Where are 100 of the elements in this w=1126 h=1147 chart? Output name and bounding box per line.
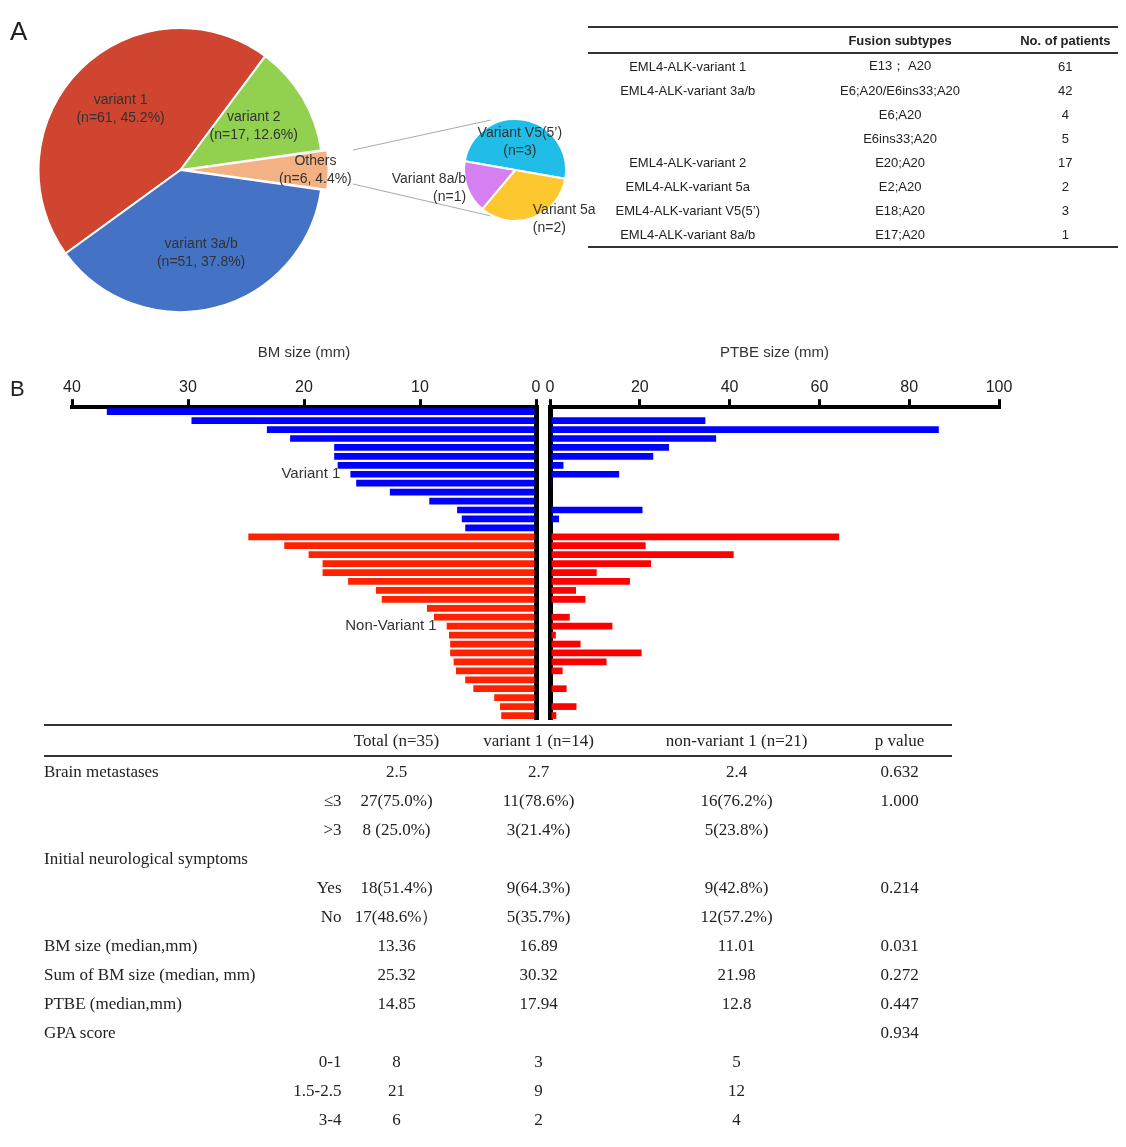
- text: 12(57.2%): [700, 906, 773, 926]
- text: E6;A20: [878, 106, 922, 122]
- text: Brain metastases: [44, 761, 159, 781]
- bar: [465, 676, 535, 684]
- text: 18(51.4%): [360, 877, 433, 897]
- bar: [551, 667, 563, 675]
- text: PTBE (median,mm): [44, 993, 182, 1013]
- bar: [461, 515, 535, 523]
- x-tick-label: 80: [900, 378, 919, 396]
- text: Yes: [316, 877, 342, 897]
- x-tick-label: 40: [720, 378, 739, 396]
- category-label: No. of patients: [1020, 32, 1111, 48]
- text: EML4-ALK-variant 1: [629, 58, 747, 74]
- bar: [551, 560, 652, 567]
- text: 4: [732, 1109, 741, 1129]
- text: 3(21.4%): [506, 819, 571, 839]
- text: 30.32: [519, 964, 558, 984]
- x-tick-label: 10: [411, 378, 429, 396]
- text: 11(78.6%): [502, 790, 575, 810]
- x-axis-title: BM size (mm): [257, 343, 351, 361]
- bar: [449, 631, 535, 639]
- bar: [334, 444, 535, 451]
- bar: [191, 417, 535, 424]
- category-label: Total (n=35): [353, 730, 440, 750]
- text: 8 (25.0%): [362, 819, 431, 839]
- text: Initial neurological symptoms: [44, 848, 248, 868]
- text: 14.85: [377, 993, 416, 1013]
- text: E18;A20: [875, 202, 926, 218]
- bar: [337, 461, 535, 469]
- data-label: (n=2): [532, 218, 566, 235]
- text: 17.94: [519, 993, 558, 1013]
- bar: [450, 640, 535, 648]
- slice-label: Variant 8a/b: [391, 169, 467, 186]
- bar: [551, 426, 939, 433]
- slice-label: variant 2: [226, 108, 281, 125]
- bar: [457, 506, 535, 514]
- text: BM size (median,mm): [44, 935, 198, 955]
- bar: [473, 685, 535, 693]
- text: 11.01: [717, 935, 756, 955]
- text: 1.000: [880, 790, 919, 810]
- bar: [551, 685, 567, 693]
- text: 17(48.6%）: [354, 907, 439, 926]
- bar: [433, 613, 535, 621]
- chart-title: B: [10, 376, 25, 402]
- bar: [375, 587, 535, 594]
- text: 9(64.3%): [506, 877, 571, 897]
- text: E20;A20: [875, 154, 926, 170]
- text: 21.98: [717, 964, 756, 984]
- text: E2;A20: [878, 178, 922, 194]
- text: GPA score: [44, 1022, 116, 1042]
- text: 2.5: [385, 761, 408, 781]
- x-tick-label: 20: [630, 378, 649, 396]
- text: 1.5-2.5: [293, 1080, 342, 1100]
- text: No: [320, 906, 342, 926]
- text: 6: [392, 1109, 401, 1129]
- text: 0.031: [880, 935, 919, 955]
- text: EML4-ALK-variant V5(5’): [615, 202, 760, 218]
- text: E6ins33;A20: [863, 130, 937, 146]
- bar: [500, 703, 535, 710]
- text: 5: [1061, 130, 1069, 146]
- text: 1: [1061, 226, 1069, 242]
- text: 5(23.8%): [704, 819, 769, 839]
- bar: [290, 435, 535, 442]
- text: 3: [1061, 202, 1069, 218]
- bar: [551, 587, 577, 594]
- bar: [429, 497, 535, 505]
- bar: [551, 569, 597, 576]
- bar: [426, 604, 535, 612]
- bar: [350, 470, 535, 478]
- category-label: Fusion subtypes: [848, 32, 952, 48]
- text: 2.4: [725, 761, 748, 781]
- bar: [551, 551, 734, 559]
- slice-label: variant 3a/b: [164, 234, 238, 251]
- bar: [389, 488, 535, 496]
- text: 0.934: [880, 1022, 919, 1042]
- bar: [551, 417, 706, 424]
- text: 9(42.8%): [704, 877, 769, 897]
- text: 13.36: [377, 935, 416, 955]
- text: 21: [388, 1080, 406, 1100]
- x-axis-title: PTBE size (mm): [719, 343, 830, 361]
- text: E6;A20/E6ins33;A20: [840, 82, 961, 98]
- text: 5: [732, 1051, 741, 1071]
- x-tick-label: 30: [179, 378, 197, 396]
- bar: [551, 533, 840, 541]
- text: 16.89: [519, 935, 558, 955]
- text: 0.214: [880, 877, 919, 897]
- bar: [551, 470, 620, 478]
- bar: [356, 479, 535, 487]
- bar: [322, 569, 535, 576]
- category-label: non-variant 1 (n=21): [665, 730, 808, 750]
- bar: [551, 596, 586, 603]
- bar: [322, 560, 535, 567]
- text: EML4-ALK-variant 5a: [625, 178, 750, 194]
- text: 2: [1061, 178, 1069, 194]
- text: 27(75.0%): [360, 790, 433, 810]
- bar: [381, 596, 535, 603]
- x-tick-label: 0: [531, 378, 541, 396]
- bar: [551, 613, 570, 621]
- bar: [334, 453, 535, 460]
- text: 0.272: [880, 964, 919, 984]
